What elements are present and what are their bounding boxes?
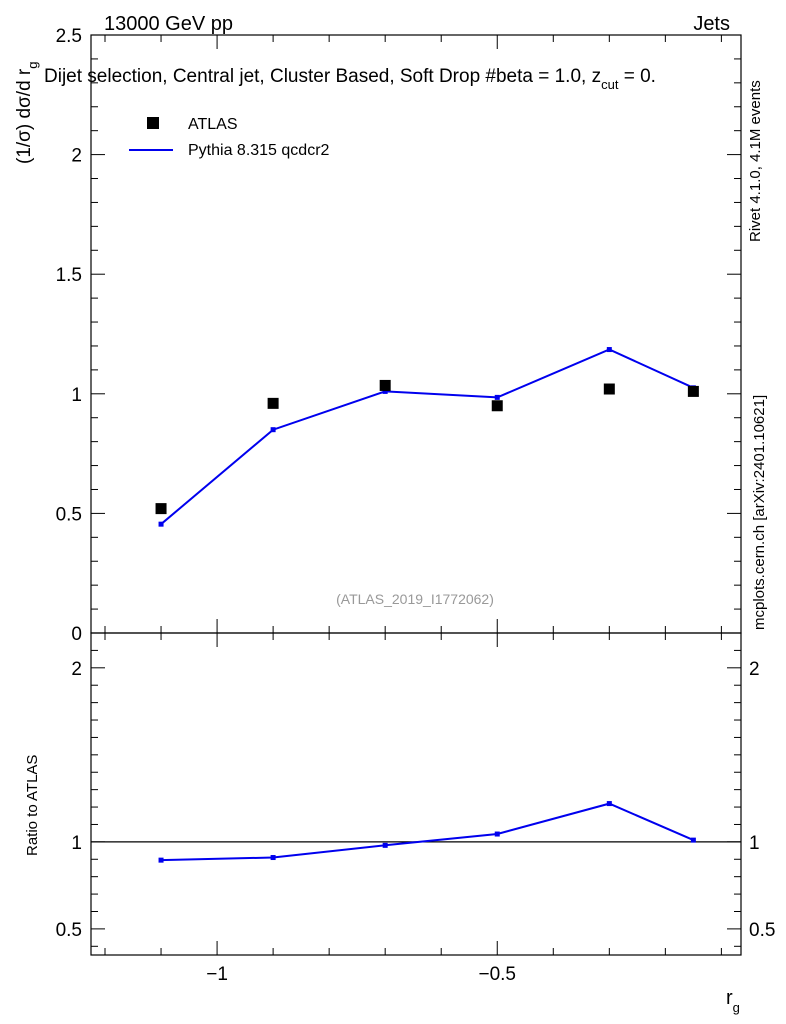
- main-ytick-label: 2: [71, 146, 82, 167]
- legend-pythia-label: Pythia 8.315 qcdcr2: [188, 142, 330, 159]
- ratio-ytick-label-right: 1: [749, 833, 760, 854]
- plot-title: Dijet selection, Central jet, Cluster Ba…: [44, 66, 656, 92]
- ratio-point: [158, 857, 164, 863]
- x-tick-label: −1: [206, 964, 228, 985]
- rivet-version-label: Rivet 4.1.0, 4.1M events: [747, 80, 764, 242]
- plot-title-suffix: = 0.: [618, 66, 656, 87]
- ratio-point: [382, 842, 388, 848]
- ratio-ytick-label-right: 2: [749, 659, 760, 680]
- main-ylabel-subscript: g: [25, 62, 40, 69]
- atlas-point: [155, 503, 167, 515]
- legend-atlas-label: ATLAS: [188, 116, 238, 133]
- main-ytick-label: 0.5: [56, 504, 82, 525]
- x-axis-label-text: r: [726, 987, 733, 1009]
- main-ytick-label: 1.5: [56, 265, 82, 286]
- pythia-series-line: [160, 348, 694, 525]
- atlas-point: [603, 383, 615, 395]
- pythia-point: [382, 388, 388, 394]
- atlas-point: [491, 400, 503, 412]
- main-ylabel-text: (1/σ) dσ/d r: [14, 68, 35, 164]
- ratio-point: [494, 831, 500, 837]
- pythia-point: [494, 394, 500, 400]
- category-label: Jets: [693, 13, 730, 35]
- main-plot-marks: [155, 347, 699, 527]
- plot-title-main: Dijet selection, Central jet, Cluster Ba…: [44, 66, 601, 87]
- main-axis-ticks: 0 0.5 1 1.5 2 2.5: [56, 26, 741, 645]
- ratio-panel-frame: [90, 632, 742, 956]
- plot-title-subscript: cut: [601, 77, 619, 92]
- ratio-plot-marks: [91, 801, 741, 863]
- ratio-point: [690, 837, 696, 843]
- pythia-point: [158, 521, 164, 527]
- ratio-ytick-label: 2: [71, 659, 82, 680]
- pythia-point: [270, 427, 276, 433]
- ratio-ytick-label: 0.5: [56, 920, 82, 941]
- atlas-point: [379, 379, 391, 391]
- ratio-point: [270, 855, 276, 861]
- ratio-series-line: [160, 802, 694, 862]
- main-ylabel: (1/σ) dσ/d rg: [14, 62, 40, 165]
- x-axis-label: rg: [726, 987, 740, 1015]
- x-tick-label: −0.5: [478, 964, 516, 985]
- ratio-ytick-label: 1: [71, 833, 82, 854]
- x-axis-label-subscript: g: [733, 1000, 740, 1015]
- ratio-ylabel: Ratio to ATLAS: [24, 755, 41, 856]
- energy-label: 13000 GeV pp: [104, 13, 233, 35]
- source-label: mcplots.cern.ch [arXiv:2401.10621]: [751, 395, 768, 630]
- atlas-point: [267, 397, 279, 409]
- pythia-point: [606, 347, 612, 353]
- ratio-ytick-label-right: 0.5: [749, 920, 775, 941]
- atlas-point: [687, 385, 699, 397]
- ratio-axis-ticks: −1 −0.5 0.5 0.5 1 1 2 2: [56, 633, 775, 985]
- ratio-point: [606, 801, 612, 807]
- main-ytick-label: 0: [71, 624, 82, 645]
- main-ytick-label: 2.5: [56, 26, 82, 47]
- main-ytick-label: 1: [71, 385, 82, 406]
- analysis-id: (ATLAS_2019_I1772062): [336, 591, 494, 607]
- legend-atlas-marker: [147, 117, 159, 129]
